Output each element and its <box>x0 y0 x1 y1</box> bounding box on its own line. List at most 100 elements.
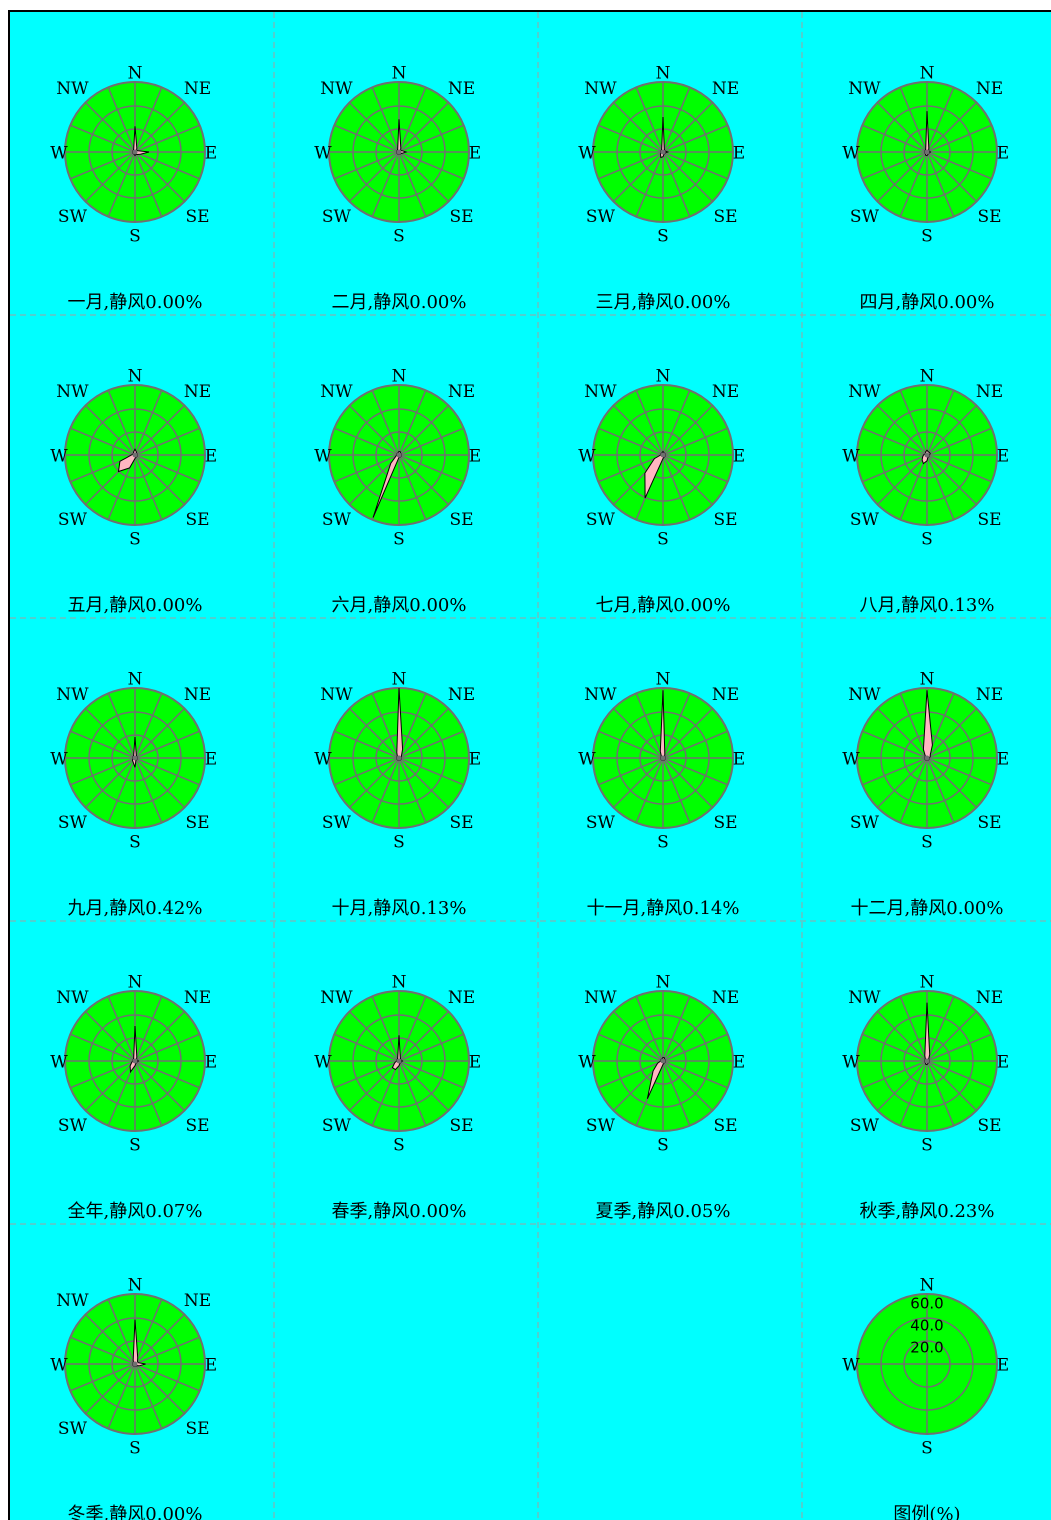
windrose-spoke <box>612 707 664 759</box>
dir-label-s: S <box>657 530 669 550</box>
dir-label-e: E <box>469 144 481 164</box>
windrose-caption: 四月,静风0.00% <box>860 292 995 313</box>
windrose-center <box>396 149 402 155</box>
windrose-spoke <box>598 730 664 759</box>
windrose-caption: 全年,静风0.07% <box>68 1201 203 1222</box>
windrose-spoke <box>334 1060 400 1089</box>
dir-label-ne: NE <box>448 382 475 402</box>
windrose-spoke <box>134 1313 186 1365</box>
windrose-spoke <box>134 151 186 203</box>
windrose-spoke <box>70 427 136 456</box>
dir-label-nw: NW <box>848 79 881 99</box>
windrose-spoke <box>84 404 136 456</box>
windrose-spoke <box>348 1060 400 1112</box>
dir-label-s: S <box>657 227 669 247</box>
windrose-spoke <box>134 757 200 786</box>
dir-label-s: S <box>129 833 141 853</box>
dir-label-ne: NE <box>976 382 1003 402</box>
windrose-spoke <box>134 757 186 809</box>
dir-label-se: SE <box>450 510 474 530</box>
dir-label-n: N <box>920 670 935 690</box>
windrose-spoke <box>348 404 400 456</box>
windrose-center <box>660 149 666 155</box>
windrose-caption: 十月,静风0.13% <box>332 898 467 919</box>
windrose-spoke <box>598 124 664 153</box>
dir-label-se: SE <box>978 1116 1002 1136</box>
windrose-caption: 三月,静风0.00% <box>596 292 731 313</box>
windrose-spoke <box>70 757 136 786</box>
windrose-spoke <box>926 151 978 203</box>
dir-label-e: E <box>469 1053 481 1073</box>
dir-label-se: SE <box>978 207 1002 227</box>
dir-label-sw: SW <box>322 813 352 833</box>
dir-label-se: SE <box>450 1116 474 1136</box>
windrose-spoke <box>398 693 427 759</box>
windrose-center <box>924 149 930 155</box>
dir-label-s: S <box>921 833 933 853</box>
dir-label-n: N <box>920 973 935 993</box>
dir-label-ne: NE <box>712 79 739 99</box>
windrose-spoke <box>70 1336 136 1365</box>
windrose-spoke <box>598 757 664 786</box>
windrose-spoke <box>926 1010 978 1062</box>
windrose-spoke <box>134 707 186 759</box>
dir-label-se: SE <box>714 510 738 530</box>
windrose-spoke <box>371 1060 400 1126</box>
dir-label-s: S <box>657 1136 669 1156</box>
dir-label-ne: NE <box>448 79 475 99</box>
windrose-spoke <box>134 151 163 217</box>
dir-label-e: E <box>997 144 1009 164</box>
windrose-spoke <box>876 1010 928 1062</box>
windrose-spoke <box>84 101 136 153</box>
windrose-spoke <box>926 1060 955 1126</box>
dir-label-se: SE <box>186 1116 210 1136</box>
windrose-caption: 秋季,静风0.23% <box>860 1201 995 1222</box>
dir-label-w: W <box>50 750 68 770</box>
windrose-spoke <box>398 87 427 153</box>
windrose-spoke <box>876 101 928 153</box>
windrose-spoke <box>598 1060 664 1089</box>
windrose-center <box>924 1058 930 1064</box>
dir-label-sw: SW <box>58 1419 88 1439</box>
windrose-spoke <box>876 404 928 456</box>
dir-label-s: S <box>921 530 933 550</box>
windrose-caption: 夏季,静风0.05% <box>596 1201 731 1222</box>
windrose-spoke <box>899 693 928 759</box>
dir-label-sw: SW <box>322 510 352 530</box>
windrose-spoke <box>899 757 928 823</box>
windrose-spoke <box>371 151 400 217</box>
dir-label-e: E <box>997 447 1009 467</box>
dir-label-e: E <box>733 750 745 770</box>
windrose-spoke <box>84 1313 136 1365</box>
windrose-center <box>396 1058 402 1064</box>
windrose-caption: 五月,静风0.00% <box>68 595 203 616</box>
dir-label-ne: NE <box>976 685 1003 705</box>
legend-ring-label: 20.0 <box>910 1339 943 1357</box>
dir-label-w: W <box>314 447 332 467</box>
windrose-spoke <box>348 101 400 153</box>
windrose-spoke <box>134 454 200 483</box>
dir-label-e: E <box>733 1053 745 1073</box>
windrose-spoke <box>635 87 664 153</box>
windrose-spoke <box>134 1060 163 1126</box>
dir-label-e: E <box>205 144 217 164</box>
dir-label-e: E <box>469 447 481 467</box>
dir-label-s: S <box>129 1439 141 1459</box>
windrose-spoke <box>662 1060 714 1112</box>
windrose-spoke <box>107 1299 136 1365</box>
windrose-spoke <box>398 757 427 823</box>
dir-label-ne: NE <box>712 685 739 705</box>
windrose-spoke <box>926 730 992 759</box>
legend-caption: 图例(%) <box>893 1504 960 1520</box>
dir-label-nw: NW <box>848 382 881 402</box>
windrose-center <box>132 452 138 458</box>
windrose-spoke <box>899 454 928 520</box>
dir-label-s: S <box>129 1136 141 1156</box>
windrose-spoke <box>134 454 163 520</box>
windrose-spoke <box>134 757 163 823</box>
